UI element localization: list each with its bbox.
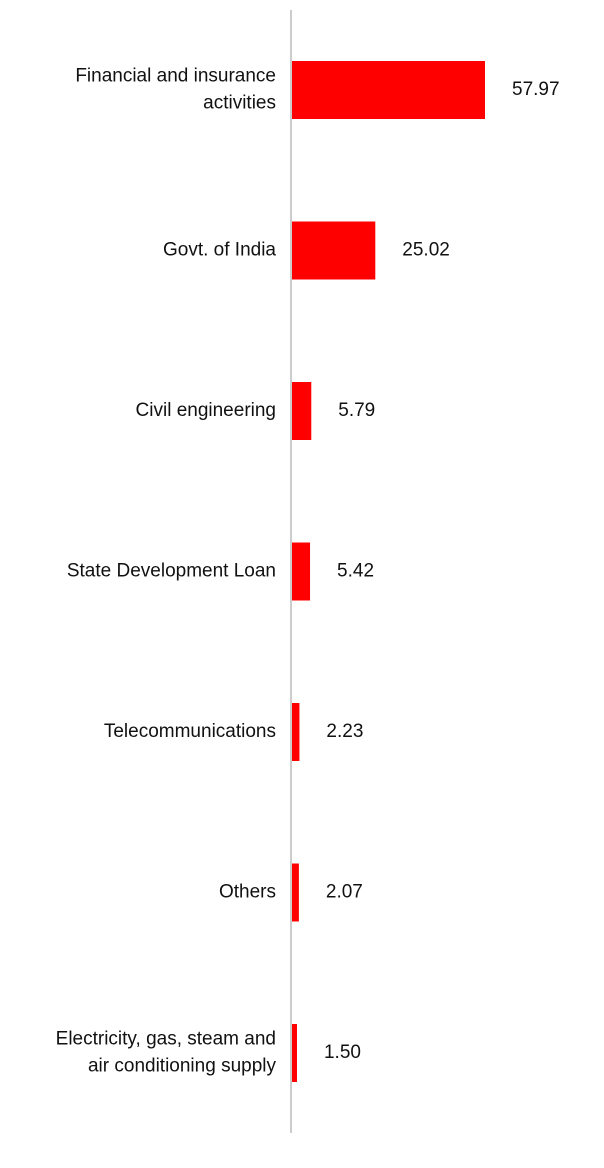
bar-value-label: 57.97: [512, 79, 560, 100]
value-labels-group: 57.97 25.02 5.79 5.42 2.23 2.07 1.50: [324, 79, 560, 1063]
bar: [292, 703, 300, 761]
bar: [292, 1024, 297, 1082]
bar-value-label: 1.50: [324, 1042, 361, 1063]
category-label: Telecommunications: [104, 721, 276, 742]
bars-group: [292, 61, 485, 1082]
bar-value-label: 25.02: [402, 240, 450, 261]
bar-value-label: 2.07: [326, 882, 363, 903]
category-label: Financial and insurance: [75, 66, 276, 87]
bar-value-label: 5.79: [338, 400, 375, 421]
bar-value-label: 5.42: [337, 561, 374, 582]
bar: [292, 61, 485, 119]
category-label: activities: [203, 93, 276, 114]
bar: [292, 863, 299, 922]
bar: [292, 542, 311, 601]
category-label: air conditioning supply: [88, 1056, 277, 1077]
category-labels-group: Financial and insurance activities Govt. o…: [56, 66, 277, 1077]
bar-value-label: 2.23: [326, 721, 363, 742]
bar: [292, 382, 312, 440]
category-label: Others: [219, 882, 276, 903]
category-label: Electricity, gas, steam and: [56, 1029, 276, 1050]
bar: [292, 221, 376, 280]
category-label: Civil engineering: [136, 400, 276, 421]
category-label: State Development Loan: [67, 561, 276, 582]
category-label: Govt. of India: [163, 240, 276, 261]
